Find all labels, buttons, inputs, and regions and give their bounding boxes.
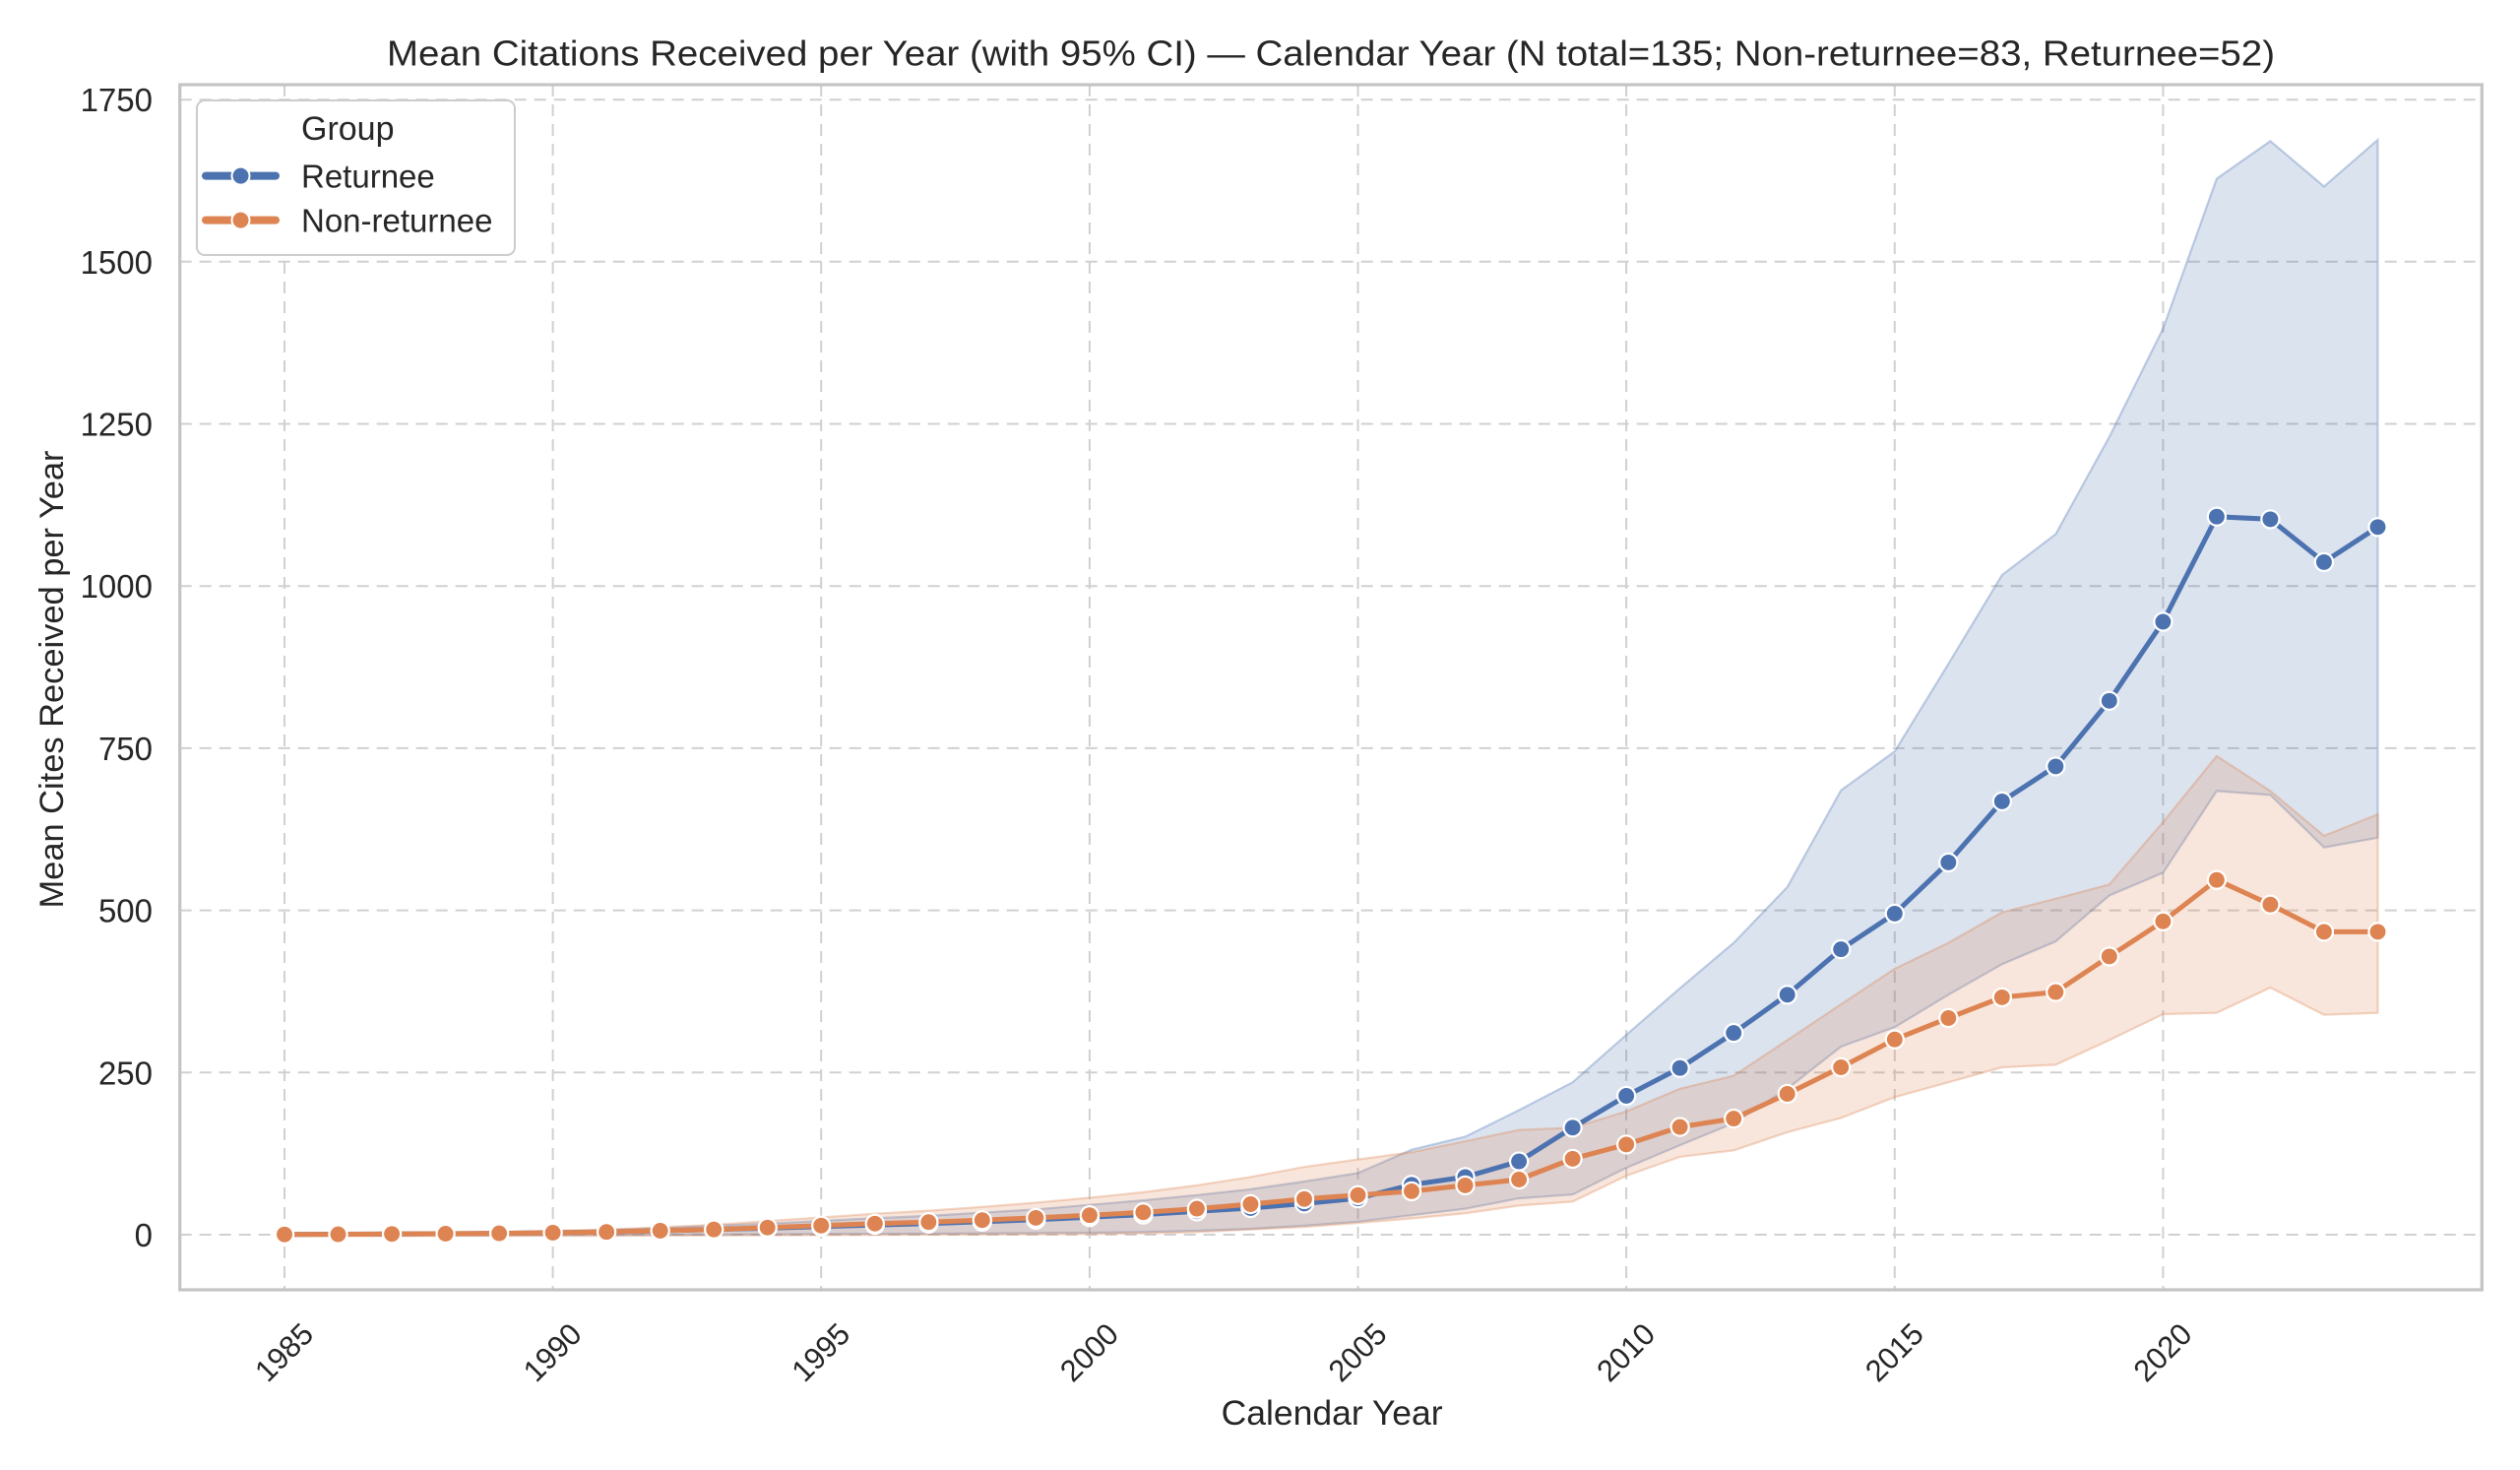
svg-text:Mean Cites Received per Year: Mean Cites Received per Year	[33, 451, 71, 909]
svg-text:1500: 1500	[81, 244, 153, 281]
svg-text:1750: 1750	[81, 82, 153, 118]
svg-text:500: 500	[98, 893, 153, 929]
svg-text:250: 250	[98, 1055, 153, 1091]
svg-text:0: 0	[135, 1217, 153, 1253]
svg-text:Returnee: Returnee	[301, 159, 435, 195]
svg-text:1250: 1250	[81, 407, 153, 443]
svg-text:Group: Group	[301, 110, 395, 148]
svg-text:Non-returnee: Non-returnee	[301, 203, 492, 239]
svg-text:Calendar Year: Calendar Year	[1222, 1394, 1443, 1433]
svg-text:1000: 1000	[81, 568, 153, 605]
svg-text:Mean Citations Received per Ye: Mean Citations Received per Year (with 9…	[387, 33, 2275, 74]
svg-text:750: 750	[98, 731, 153, 767]
